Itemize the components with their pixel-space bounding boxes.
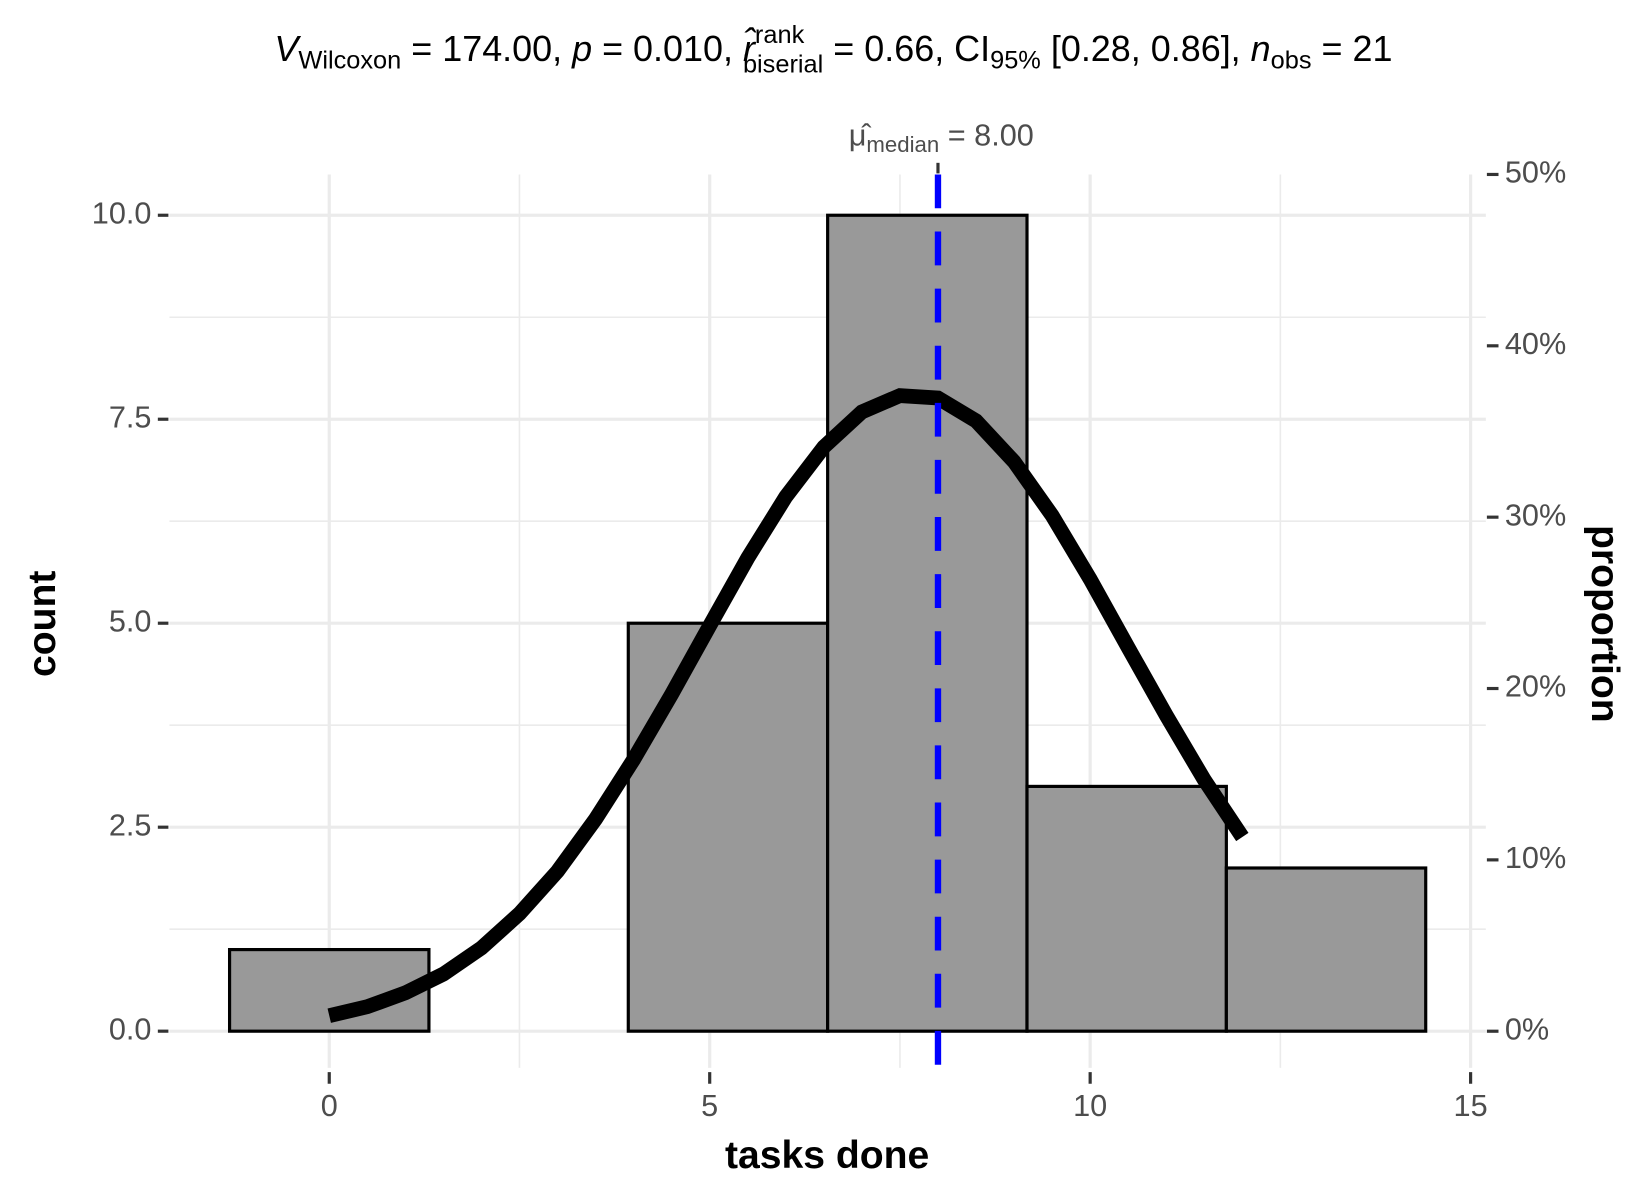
x-tick-label: 10 [1073, 1089, 1107, 1123]
x-tick-label: 0 [321, 1089, 338, 1123]
title-part: = 21 [1312, 27, 1393, 68]
x-tick-label: 5 [701, 1089, 718, 1123]
title-part: p [571, 27, 592, 68]
y-tick-label: 10.0 [92, 196, 152, 230]
median-label-part: μ̂ [849, 119, 872, 153]
bar [1224, 866, 1428, 1033]
y-tick-label: 2.5 [109, 808, 152, 842]
y2-tick-label: 50% [1505, 156, 1566, 190]
median-label: μ̂median = 8.00 [849, 119, 1034, 157]
density-curve [327, 388, 1249, 1023]
y2-tick-label: 30% [1505, 498, 1566, 532]
title-part: V [274, 27, 301, 68]
title-part: = 0.66, CI [823, 27, 990, 68]
y-tick-label: 7.5 [109, 400, 152, 434]
title-part: Wilcoxon [298, 46, 401, 74]
y2-tick-label: 0% [1505, 1012, 1549, 1046]
title-part: = 174.00, [401, 27, 572, 68]
median-label-part: median [866, 132, 939, 157]
title-part: 95% [990, 46, 1041, 74]
bar [626, 621, 830, 1033]
title-part: [0.28, 0.86], [1041, 27, 1251, 68]
title-part: r̂ [743, 27, 757, 68]
median-label-part: = 8.00 [939, 119, 1034, 153]
title-part: rank [755, 21, 805, 49]
x-axis-title: tasks done [725, 1134, 929, 1177]
y2-axis-title: proportion [1583, 525, 1626, 723]
title-part: n [1251, 27, 1271, 68]
y2-tick-label: 20% [1505, 670, 1566, 704]
title-part: obs [1271, 46, 1312, 74]
y-tick-label: 0.0 [109, 1012, 152, 1046]
y-axis-title: count [21, 571, 64, 677]
title-part: = 0.010, [592, 27, 743, 68]
y2-tick-label: 40% [1505, 327, 1566, 361]
chart-title: VWilcoxon = 174.00, p = 0.010, r̂rank bis… [274, 21, 1392, 79]
y2-tick-label: 10% [1505, 841, 1566, 875]
y-tick-label: 5.0 [109, 604, 152, 638]
title-part: biserial [743, 50, 823, 78]
x-tick-label: 15 [1454, 1089, 1488, 1123]
bar [1025, 784, 1228, 1033]
bar [826, 213, 1029, 1033]
